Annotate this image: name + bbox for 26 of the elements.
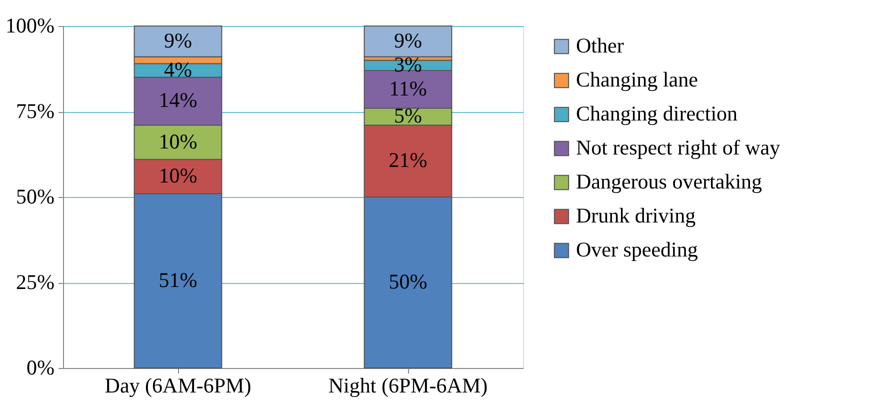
data-label: 5% [394, 104, 422, 128]
data-label: 14% [158, 88, 198, 112]
legend-label: Changing direction [576, 102, 738, 126]
y-tick-label: 100% [6, 14, 54, 38]
data-label: 50% [388, 270, 428, 294]
x-tick-label: Day (6AM-6PM) [104, 374, 252, 398]
y-tick-label: 25% [16, 270, 54, 294]
data-label: 4% [164, 57, 192, 82]
bar [364, 26, 452, 58]
data-label: 10% [158, 129, 198, 154]
data-label: 11% [389, 76, 427, 100]
data-label: 51% [158, 268, 198, 292]
data-label: 9% [164, 28, 192, 52]
legend-label: Drunk driving [576, 204, 696, 228]
data-label: 9% [394, 28, 422, 52]
legend-label: Over speeding [576, 238, 698, 262]
legend-label: Changing lane [576, 68, 698, 92]
y-tick-label: 75% [16, 99, 54, 123]
x-tick-label: Night (6PM-6AM) [328, 374, 488, 398]
legend-label: Not respect right of way [576, 136, 781, 160]
legend-label: Dangerous overtaking [576, 170, 763, 194]
data-label: 21% [388, 148, 428, 172]
y-tick-label: 0% [26, 356, 54, 380]
data-label: 10% [158, 163, 198, 188]
y-tick-label: 50% [16, 184, 54, 208]
legend-label: Other [576, 34, 624, 58]
